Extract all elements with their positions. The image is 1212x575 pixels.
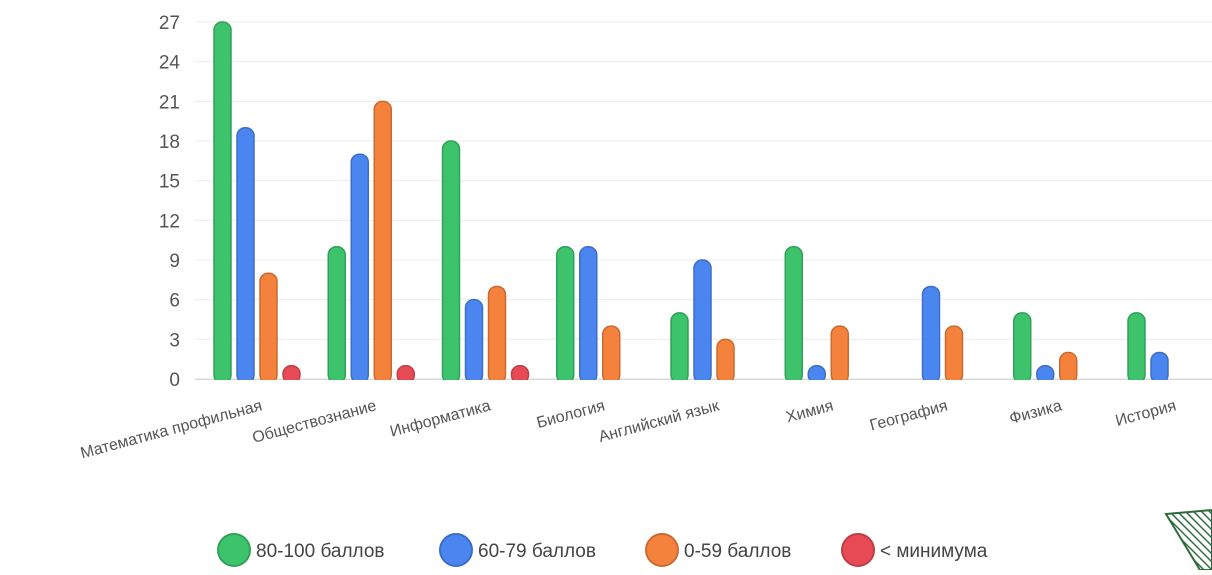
bar[interactable]	[1013, 312, 1032, 384]
x-tick-label: История	[1114, 397, 1178, 429]
legend-swatch	[645, 533, 679, 567]
y-tick-label: 3	[169, 330, 180, 351]
bar[interactable]	[830, 325, 849, 384]
bar[interactable]	[602, 325, 621, 384]
x-tick-label: Обществознание	[251, 397, 379, 446]
bar[interactable]	[213, 21, 232, 384]
x-tick-label: Информатика	[388, 397, 492, 440]
baseline-mask	[195, 380, 1212, 385]
x-tick-label: Физика	[1008, 397, 1064, 427]
legend-item[interactable]: < минимума	[841, 533, 988, 567]
bar[interactable]	[1150, 351, 1169, 384]
y-tick-label: 12	[159, 211, 180, 232]
bar[interactable]	[327, 246, 346, 384]
bar[interactable]	[556, 246, 575, 384]
legend-item[interactable]: 60-79 баллов	[439, 533, 596, 567]
y-tick-label: 18	[159, 132, 180, 153]
bar[interactable]	[259, 272, 278, 384]
legend-swatch	[439, 533, 473, 567]
y-axis-ticks: 0 3 6 9 12 15 18 21 24 27	[159, 13, 181, 391]
bar[interactable]	[1059, 351, 1078, 384]
bar[interactable]	[784, 246, 803, 384]
x-tick-label: Химия	[784, 397, 835, 426]
x-tick-label: Математика профильная	[79, 397, 264, 462]
legend[interactable]: 80-100 баллов 60-79 баллов 0-59 баллов < ми…	[217, 533, 988, 567]
bar[interactable]	[441, 140, 461, 384]
legend-label: 0-59 баллов	[684, 541, 791, 562]
bar[interactable]	[373, 100, 392, 384]
y-tick-label: 27	[159, 13, 180, 34]
corner-triangle-outline	[1164, 508, 1212, 571]
bars	[195, 21, 1212, 385]
y-tick-label: 15	[159, 172, 180, 193]
corner-decoration	[1164, 508, 1212, 571]
y-tick-label: 6	[169, 291, 180, 312]
bar[interactable]	[693, 259, 712, 384]
bar[interactable]	[670, 312, 689, 384]
bar[interactable]	[487, 285, 507, 384]
legend-label: 80-100 баллов	[256, 541, 385, 562]
bar[interactable]	[236, 127, 255, 384]
legend-label: 60-79 баллов	[478, 541, 596, 562]
legend-item[interactable]: 80-100 баллов	[217, 533, 385, 567]
y-tick-label: 24	[159, 53, 181, 74]
x-tick-label: География	[868, 397, 949, 434]
x-tick-label: Английский язык	[597, 397, 722, 446]
y-tick-label: 21	[159, 92, 180, 113]
y-tick-label: 9	[169, 251, 180, 272]
bar[interactable]	[716, 338, 735, 384]
bar[interactable]	[350, 153, 369, 384]
bar[interactable]	[464, 298, 484, 384]
legend-swatch	[217, 533, 251, 567]
y-tick-label: 0	[169, 370, 180, 391]
legend-swatch	[841, 533, 875, 567]
bar[interactable]	[921, 285, 941, 384]
bar[interactable]	[944, 325, 964, 384]
x-tick-label: Биология	[535, 397, 607, 431]
legend-item[interactable]: 0-59 баллов	[645, 533, 791, 567]
bar[interactable]	[579, 246, 598, 384]
bar[interactable]	[1127, 312, 1146, 384]
legend-label: < минимума	[880, 541, 988, 562]
